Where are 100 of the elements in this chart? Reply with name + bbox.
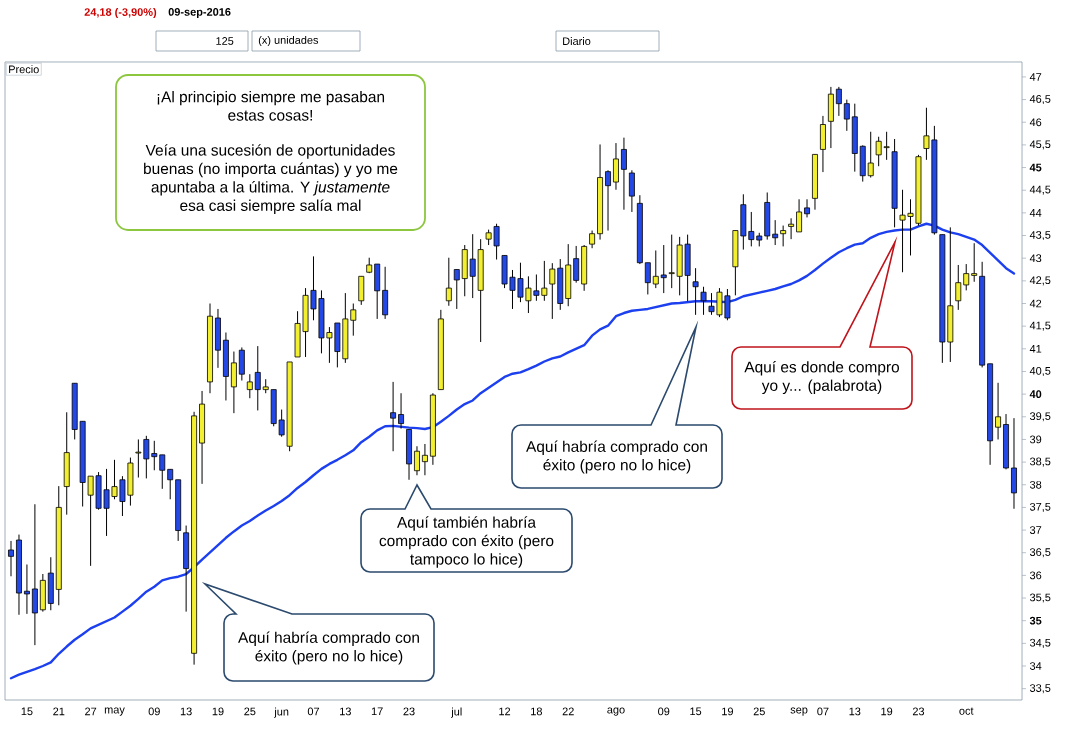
candlestick: [772, 219, 779, 246]
x-tick-label: 13: [340, 707, 351, 716]
candlestick: [692, 267, 699, 316]
annotation: ¡Al principio siempre me pasaban estas cosas!: [157, 90, 385, 121]
y-tick-label: 40: [1029, 390, 1042, 399]
x-tick-label: 21: [53, 707, 65, 716]
text: 125: [216, 37, 234, 45]
y-tick-label: 46,5: [1029, 95, 1051, 105]
candlestick: [780, 225, 787, 247]
candlestick: [835, 86, 842, 117]
candlestick: [621, 137, 627, 211]
x-tick-label: 19: [722, 707, 733, 716]
x-tick-label: 12: [499, 707, 511, 716]
y-tick-label: 44,5: [1029, 185, 1051, 195]
y-tick-label: 36,5: [1029, 548, 1051, 558]
candlestick: [159, 454, 166, 490]
y-tick-label: 35,5: [1029, 593, 1051, 603]
candlestick: [628, 169, 635, 213]
annotation: Aquí también habría comprado con éxito (pero tampoco lo hice): [379, 516, 554, 568]
x-tick-label: 15: [690, 707, 702, 716]
x-tick-label: 19: [881, 707, 893, 716]
candlestick: [8, 540, 14, 577]
candlestick: [246, 373, 253, 399]
candlestick: [660, 244, 667, 294]
x-tick-label: 27: [85, 707, 97, 716]
candlestick: [414, 445, 420, 476]
y-tick-label: 43,5: [1029, 231, 1051, 241]
y-tick-label: 34: [1029, 662, 1042, 670]
y-tick-label: 40,5: [1029, 366, 1051, 376]
candlestick: [955, 264, 962, 311]
y-tick-label: 41,5: [1029, 321, 1051, 331]
y-tick-label: 47: [1029, 73, 1042, 81]
y-tick-label: 45,5: [1029, 140, 1051, 150]
y-tick-label: 46: [1029, 118, 1042, 127]
candlestick: [573, 245, 580, 284]
candlestick: [867, 131, 874, 179]
x-tick-label: oct: [959, 707, 974, 715]
y-tick-label: 35: [1029, 616, 1042, 625]
candlestick: [398, 392, 404, 430]
annotation: Veía una sucesión de oportunidades buenas (no importa cuántas) y yo me apuntaba a la última. Y justamente esa casi siempre salía mal: [144, 144, 398, 215]
y-tick-label: 39: [1029, 435, 1042, 444]
x-tick-label: 25: [753, 707, 765, 716]
candlestick: [796, 198, 803, 233]
candlestick: [549, 262, 556, 320]
candlestick: [963, 263, 970, 291]
y-tick-label: 39,5: [1029, 412, 1051, 422]
y-tick-label: 42,5: [1029, 276, 1051, 286]
candlestick: [23, 564, 30, 615]
candlestick: [843, 99, 850, 132]
candlestick: [453, 269, 460, 310]
y-tick-label: 36: [1029, 571, 1042, 580]
x-tick-label: 23: [912, 707, 925, 716]
chart-subtitle: 09-sep-2016: [168, 8, 231, 18]
x-tick-label: 15: [21, 707, 33, 716]
candlestick: [613, 142, 619, 191]
candlestick: [971, 242, 978, 283]
y-tick-label: 42: [1029, 299, 1042, 308]
y-tick-label: 41: [1029, 345, 1042, 353]
y-tick-label: 37,5: [1029, 502, 1051, 512]
y-tick-label: 43: [1029, 254, 1042, 263]
candlestick: [605, 169, 611, 232]
x-tick-label: 07: [307, 707, 320, 716]
candlestick: [167, 468, 174, 500]
y-tick-label: 34,5: [1029, 638, 1051, 648]
x-tick-label: jun: [274, 707, 289, 718]
y-axis-title: Precio: [9, 65, 39, 74]
candlestick: [804, 198, 810, 218]
text: Diario: [563, 36, 591, 46]
candlestick: [421, 443, 428, 476]
y-tick-label: 38: [1029, 480, 1042, 489]
candlestick: [788, 217, 795, 240]
x-tick-label: 22: [562, 707, 574, 716]
candlestick: [995, 382, 1002, 440]
candlestick: [445, 257, 452, 307]
text: (x) unidades: [258, 35, 319, 47]
chart-title: 24,18 (-3,90%): [84, 7, 157, 19]
x-tick-label: may: [104, 707, 125, 716]
x-tick-label: 13: [849, 707, 861, 716]
candlestick: [254, 345, 261, 411]
candlestick: [390, 381, 397, 452]
x-tick-label: 07: [817, 707, 829, 716]
y-tick-label: 44: [1029, 209, 1042, 217]
annotation: Aquí habría comprado con éxito (pero no lo hice): [238, 631, 419, 665]
y-tick-label: 37: [1029, 526, 1042, 534]
candlestick: [652, 249, 659, 289]
y-tick-label: 33,5: [1029, 684, 1051, 694]
y-tick-label: 38,5: [1029, 457, 1051, 467]
x-tick-label: 09: [658, 707, 670, 716]
y-tick-label: 45: [1029, 163, 1042, 172]
candlestick: [700, 286, 707, 316]
x-tick-label: 17: [371, 707, 383, 716]
x-tick-label: 19: [212, 707, 224, 716]
x-tick-label: jul: [451, 707, 462, 718]
x-tick-label: 23: [403, 707, 415, 716]
x-tick-label: sep: [790, 707, 808, 716]
x-tick-label: 13: [180, 707, 192, 716]
x-tick-label: 09: [148, 707, 160, 716]
candlestick: [644, 262, 651, 295]
x-tick-label: ago: [607, 707, 625, 716]
x-tick-label: 25: [244, 707, 256, 716]
